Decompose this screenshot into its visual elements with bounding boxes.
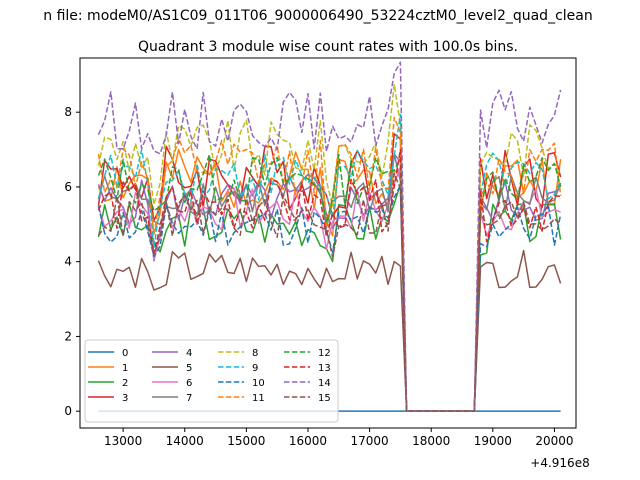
legend-label-10: 10	[252, 378, 265, 389]
series-lines	[97, 61, 562, 412]
x-tick-label: 17000	[350, 434, 388, 448]
legend-label-2: 2	[122, 378, 128, 389]
x-tick-label: 13000	[104, 434, 142, 448]
series-line-8	[97, 83, 562, 412]
series-line-12	[97, 153, 562, 412]
legend-label-14: 14	[318, 378, 331, 389]
legend-label-8: 8	[252, 348, 258, 359]
series-line-6	[97, 166, 561, 412]
y-tick-label: 0	[64, 404, 72, 418]
series-line-14	[97, 61, 562, 412]
x-offset-label: +4.916e8	[530, 456, 589, 470]
y-tick-label: 8	[64, 105, 72, 119]
y-tick-label: 2	[64, 329, 72, 343]
x-tick-label: 18000	[412, 434, 450, 448]
series-line-5	[97, 249, 562, 412]
chart-title: Quadrant 3 module wise count rates with …	[138, 39, 518, 55]
axes-frame	[79, 57, 577, 429]
legend-label-15: 15	[318, 393, 331, 404]
legend-label-1: 1	[122, 363, 128, 374]
legend-label-5: 5	[186, 363, 192, 374]
y-axis-ticks: 0 2 4 6 8	[64, 105, 80, 418]
series-line-4	[97, 153, 561, 412]
x-tick-label: 19000	[474, 434, 512, 448]
series-line-9	[97, 113, 562, 412]
legend-label-11: 11	[252, 393, 265, 404]
series-line-7	[97, 153, 562, 412]
legend-label-13: 13	[318, 363, 331, 374]
x-axis-ticks: 13000 14000 15000 16000 17000 18000 19000 20000	[104, 428, 574, 448]
legend-label-3: 3	[122, 393, 128, 404]
legend-label-0: 0	[122, 348, 128, 359]
legend-label-12: 12	[318, 348, 331, 359]
legend-label-6: 6	[186, 378, 192, 389]
figure-suptitle: n file: modeM0/AS1C09_011T06_9000006490_…	[43, 8, 592, 24]
x-tick-label: 20000	[535, 434, 573, 448]
legend-label-9: 9	[252, 363, 258, 374]
legend-label-7: 7	[186, 393, 192, 404]
series-line-11	[97, 116, 562, 412]
legend-label-4: 4	[186, 348, 192, 359]
x-tick-label: 14000	[166, 434, 204, 448]
series-line-13	[97, 148, 561, 412]
series-line-15	[97, 172, 562, 412]
x-tick-label: 16000	[289, 434, 327, 448]
x-tick-label: 15000	[227, 434, 265, 448]
y-tick-label: 4	[64, 255, 72, 269]
y-tick-label: 6	[64, 180, 72, 194]
legend-box	[84, 339, 339, 423]
